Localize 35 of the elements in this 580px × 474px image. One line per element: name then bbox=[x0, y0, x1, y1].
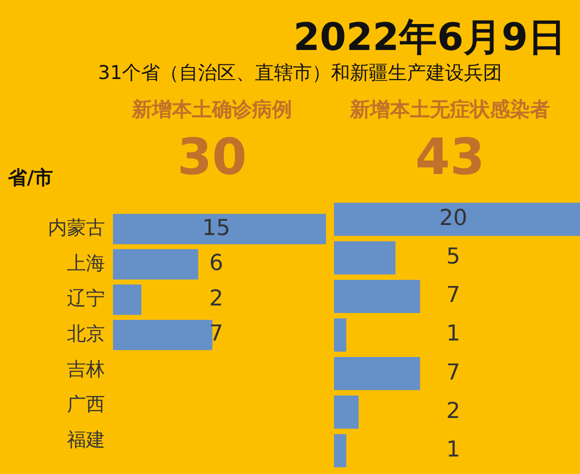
data-label: 1 bbox=[446, 322, 460, 347]
bar bbox=[334, 202, 580, 236]
bar bbox=[334, 434, 346, 468]
data-label: 2 bbox=[209, 286, 224, 312]
bar bbox=[113, 320, 212, 350]
bar bbox=[334, 318, 346, 352]
data-label: 5 bbox=[446, 244, 460, 270]
y-tick-label: 辽宁 bbox=[67, 288, 105, 310]
chart-subtitle: 43 bbox=[415, 128, 485, 186]
y-tick-label: 内蒙古 bbox=[48, 216, 105, 239]
y-tick-label: 吉林 bbox=[67, 358, 105, 380]
bar bbox=[334, 396, 359, 429]
y-axis-title: 省/市 bbox=[8, 166, 53, 191]
data-label: 7 bbox=[446, 360, 460, 386]
y-tick-label: 北京 bbox=[67, 322, 105, 345]
chart-title: 新增本土无症状感染者 bbox=[350, 96, 550, 123]
y-tick-label: 上海 bbox=[67, 252, 105, 274]
bar bbox=[334, 280, 420, 314]
data-label: 1 bbox=[446, 437, 460, 462]
data-label: 6 bbox=[209, 251, 224, 276]
data-label: 7 bbox=[446, 283, 460, 308]
chart-subtitle: 30 bbox=[177, 128, 247, 186]
y-tick-label: 福建 bbox=[67, 428, 105, 451]
data-label: 20 bbox=[439, 206, 468, 232]
chart-title: 新增本土确诊病例 bbox=[132, 96, 292, 123]
data-label: 2 bbox=[446, 398, 460, 424]
data-label: 15 bbox=[202, 216, 230, 241]
bar bbox=[113, 284, 142, 315]
text: 2022年6月9日 bbox=[293, 14, 566, 61]
bar bbox=[113, 249, 198, 280]
bar bbox=[334, 241, 396, 274]
y-tick-label: 广西 bbox=[67, 394, 105, 416]
bar bbox=[113, 214, 326, 244]
text: 31个省（自治区、直辖市）和新疆生产建设兵团 bbox=[98, 61, 502, 86]
bar bbox=[334, 356, 420, 390]
